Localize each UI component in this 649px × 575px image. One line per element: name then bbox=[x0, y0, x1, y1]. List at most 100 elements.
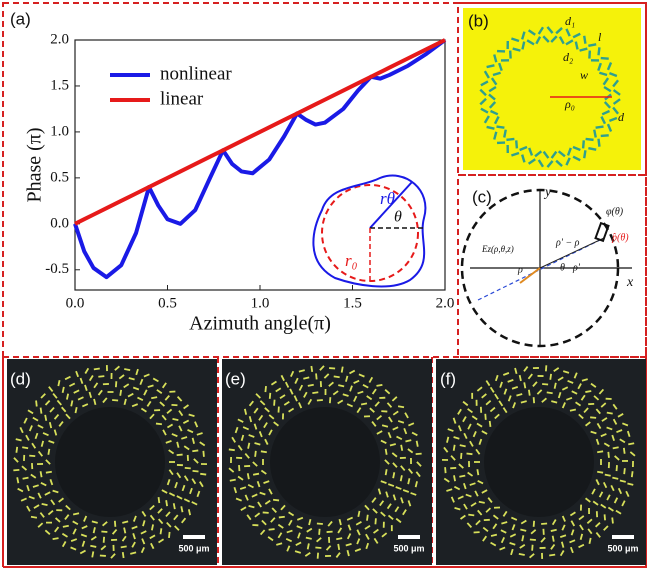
unit-cell bbox=[600, 459, 602, 465]
unit-cell bbox=[468, 461, 470, 467]
unit-cell bbox=[632, 461, 634, 467]
unit-cell bbox=[108, 391, 114, 393]
unit-cell bbox=[474, 461, 480, 463]
dimension-label: w bbox=[580, 68, 588, 82]
panel-label: (a) bbox=[10, 9, 31, 28]
photo-center bbox=[270, 407, 380, 517]
unit-cell bbox=[328, 537, 330, 543]
panel-label: (c) bbox=[472, 187, 492, 206]
unit-cell bbox=[606, 398, 612, 400]
unit-cell bbox=[46, 522, 52, 524]
schematic-label: y bbox=[543, 185, 552, 200]
unit-cell bbox=[442, 459, 448, 461]
unit-cell bbox=[383, 522, 385, 528]
y-tick-label: 0.5 bbox=[50, 169, 69, 185]
unit-cell bbox=[622, 460, 628, 462]
panel-label: (d) bbox=[10, 369, 31, 388]
schematic-label: ρ' bbox=[572, 262, 581, 273]
unit-cell bbox=[106, 365, 108, 371]
scale-bar bbox=[183, 535, 205, 539]
scale-bar bbox=[398, 535, 420, 539]
x-tick-label: 0.5 bbox=[158, 295, 177, 311]
unit-cell bbox=[278, 406, 280, 412]
unit-cell bbox=[236, 457, 242, 459]
unit-cell bbox=[282, 413, 284, 419]
unit-cell bbox=[154, 409, 160, 411]
y-tick-label: 1.5 bbox=[50, 77, 69, 93]
schematic-label: ρ' − ρ bbox=[555, 237, 580, 248]
scale-bar bbox=[612, 535, 634, 539]
unit-cell bbox=[494, 507, 500, 509]
legend-label: linear bbox=[160, 88, 204, 109]
panel-label: (e) bbox=[225, 369, 246, 388]
dimension-label: d bbox=[618, 110, 625, 124]
y-tick-label: 0.0 bbox=[50, 215, 69, 231]
unit-cell bbox=[497, 50, 505, 53]
unit-cell bbox=[103, 383, 109, 385]
photo-center bbox=[55, 407, 165, 517]
x-axis-label: Azimuth angle(π) bbox=[189, 313, 331, 335]
y-tick-label: -0.5 bbox=[45, 261, 69, 277]
dimension-label: ρ₀ bbox=[564, 97, 575, 111]
vector bbox=[520, 268, 540, 283]
x-tick-label: 1.5 bbox=[343, 295, 362, 311]
x-tick-label: 1.0 bbox=[251, 295, 270, 311]
unit-cell bbox=[171, 404, 177, 406]
unit-cell bbox=[111, 539, 117, 541]
panel-label: (f) bbox=[440, 369, 456, 388]
photos: 500 μm500 μm500 μm bbox=[7, 359, 646, 565]
unit-cell bbox=[538, 375, 544, 377]
scale-bar-label: 500 μm bbox=[607, 543, 638, 553]
unit-cell bbox=[588, 51, 591, 59]
unit-cell bbox=[480, 407, 482, 413]
unit-cell bbox=[588, 403, 594, 405]
unit-cell bbox=[31, 463, 33, 469]
unit-cell bbox=[111, 373, 113, 379]
unit-cell bbox=[410, 458, 412, 464]
unit-cell bbox=[541, 553, 543, 559]
panel-label: (b) bbox=[468, 11, 489, 30]
schematic-label: p̂(θ) bbox=[611, 232, 629, 243]
unit-cell bbox=[244, 465, 250, 467]
unit-cell bbox=[588, 508, 590, 514]
schematic-label: ρ bbox=[517, 264, 523, 275]
unit-cell bbox=[474, 531, 480, 533]
unit-cell bbox=[580, 505, 582, 511]
dimension-label: d₂ bbox=[563, 50, 573, 64]
unit-cell bbox=[230, 457, 232, 463]
y-axis-label: Phase (π) bbox=[24, 127, 46, 202]
unit-cell bbox=[177, 464, 183, 466]
schematic-label: θ bbox=[560, 262, 565, 273]
unit-cell bbox=[497, 141, 505, 144]
unit-cell bbox=[506, 41, 509, 49]
unit-cell bbox=[169, 391, 175, 393]
schematic-label: Ez(ρ,θ,z) bbox=[481, 244, 514, 254]
unit-cell bbox=[471, 393, 473, 399]
panel-c: yxφ(θ)p̂(θ)Ez(ρ,θ,z)ρ' − ρρρ'θ bbox=[462, 185, 634, 346]
unit-cell bbox=[37, 463, 43, 465]
unit-cell bbox=[391, 525, 393, 531]
unit-cell bbox=[113, 545, 115, 551]
x-tick-label: 0.0 bbox=[66, 295, 85, 311]
figure: d₁ld₂wρ₀d yxφ(θ)p̂(θ)Ez(ρ,θ,z)ρ' − ρρρ'θ… bbox=[0, 0, 649, 570]
inset-label: θ bbox=[394, 209, 402, 226]
unit-cell bbox=[325, 555, 331, 557]
unit-cell bbox=[23, 455, 25, 461]
unit-cell bbox=[56, 509, 62, 511]
unit-cell bbox=[379, 397, 385, 399]
x-tick-label: 2.0 bbox=[436, 295, 455, 311]
unit-cell bbox=[608, 462, 610, 468]
unit-cell bbox=[540, 547, 546, 549]
unit-cell bbox=[201, 463, 207, 465]
schematic-label: x bbox=[626, 275, 634, 290]
unit-cell bbox=[262, 459, 264, 465]
scale-bar-label: 500 μm bbox=[178, 543, 209, 553]
unit-cell bbox=[400, 457, 406, 459]
unit-cell bbox=[325, 389, 327, 395]
antenna bbox=[596, 223, 609, 241]
unit-cell bbox=[501, 59, 509, 62]
unit-cell bbox=[506, 145, 509, 153]
y-tick-label: 2.0 bbox=[50, 31, 69, 47]
unit-cell bbox=[533, 367, 539, 369]
unit-cell bbox=[364, 415, 370, 417]
